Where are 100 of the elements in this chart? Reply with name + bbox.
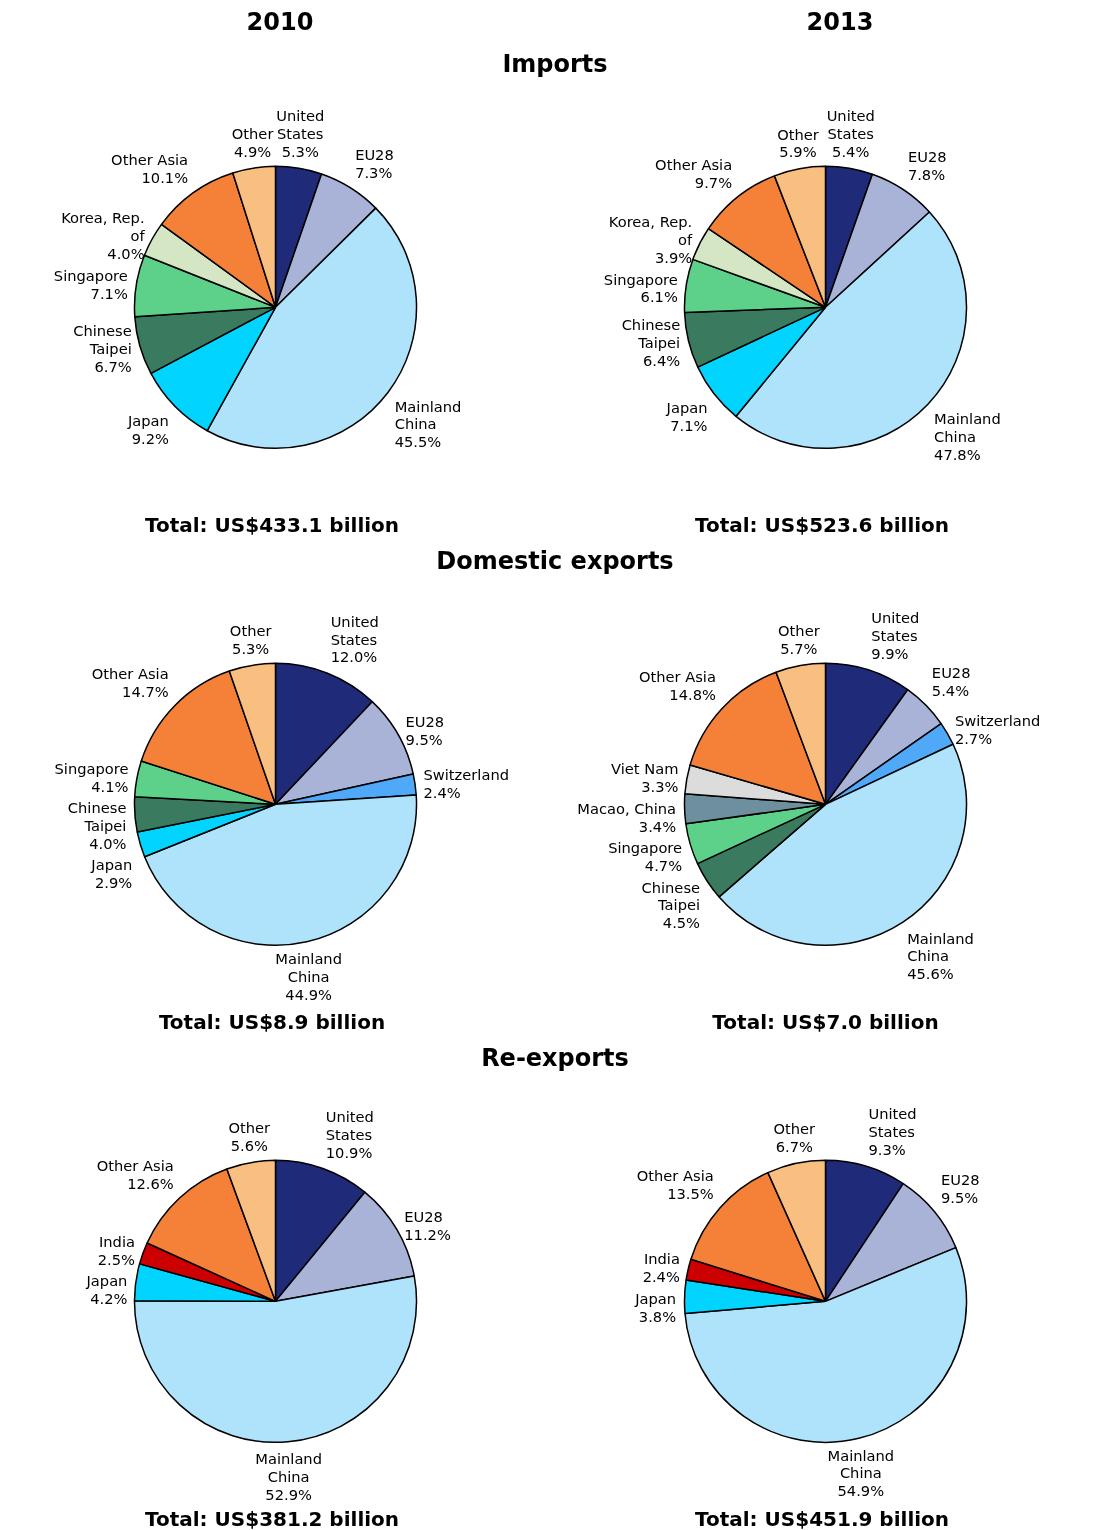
slice-label: India [98, 1232, 135, 1250]
data-label: 3.4% [638, 817, 677, 835]
data-label: 2.5% [97, 1250, 136, 1268]
slice-label: Other [778, 622, 821, 640]
slice-label: Singapore [608, 839, 683, 857]
slice-label: Chinese Taipei [67, 799, 127, 834]
data-label: 4.7% [644, 857, 683, 875]
slice-label: EU28 [405, 713, 445, 731]
slice-label: Mainland China [934, 410, 1001, 445]
chart-title: 2013 [806, 7, 874, 38]
slice-label: Other Asia [638, 667, 716, 685]
slice-label: EU28 [907, 147, 947, 165]
data-label: 6.1% [640, 288, 678, 306]
data-label: 9.9% [871, 645, 909, 663]
data-label: 4.9% [233, 142, 272, 160]
data-label: 14.8% [669, 685, 716, 703]
slice-label: United States [330, 612, 379, 648]
slice-label: Singapore [54, 759, 129, 777]
slice-label: Mainland China [275, 950, 342, 985]
data-label: 7.3% [355, 163, 393, 181]
data-label: 5.7% [780, 640, 818, 658]
slice-label: EU28 [931, 664, 971, 682]
slice-label: Macao, China [577, 799, 677, 817]
data-label: 9.2% [131, 429, 169, 447]
slice-label: Other [773, 1120, 817, 1138]
data-label: 4.0% [107, 244, 145, 262]
slice-label: Chinese Taipei [73, 321, 132, 357]
data-label: 5.9% [779, 143, 817, 161]
slice-label: Mainland China [394, 397, 462, 433]
data-label: 12.0% [330, 648, 378, 666]
text: Total: US$433.1 billion [144, 513, 400, 538]
slice-label: Other [229, 622, 273, 640]
data-label: 4.1% [91, 777, 129, 795]
data-label: 54.9% [837, 1482, 885, 1500]
data-label: 2.4% [642, 1268, 680, 1286]
chart-subtitle: Domestic exports [436, 546, 674, 577]
data-label: 45.6% [907, 965, 954, 983]
data-label: 47.8% [934, 445, 981, 463]
data-label: 5.3% [232, 639, 270, 657]
data-label: 5.4% [931, 682, 970, 700]
slice-label: Other Asia [111, 151, 189, 169]
data-label: 7.1% [670, 416, 708, 434]
data-label: 4.0% [89, 834, 127, 852]
data-label: 5.3% [281, 142, 319, 160]
data-label: 6.7% [775, 1138, 813, 1156]
data-label: 4.2% [90, 1290, 128, 1308]
slice-label: Mainland China [827, 1446, 895, 1482]
data-label: 3.9% [654, 249, 693, 267]
slice-label: Other Asia [91, 664, 169, 682]
data-label: 3.3% [641, 778, 679, 796]
data-label: 5.4% [832, 142, 870, 160]
slice-label: Other Asia [655, 155, 733, 173]
data-label: 44.9% [285, 985, 332, 1003]
data-label: 6.7% [94, 357, 132, 375]
slice-label: Japan [665, 399, 708, 417]
text: Total: US$451.9 billion [694, 1507, 950, 1530]
data-label: 5.6% [230, 1137, 268, 1155]
data-label: 9.5% [405, 730, 443, 748]
slice-label: Other [231, 124, 275, 142]
data-label: 2.9% [95, 874, 133, 892]
data-label: 4.5% [662, 914, 701, 932]
text: Imports [502, 49, 608, 80]
data-label: 3.8% [638, 1307, 677, 1325]
data-label: 9.5% [940, 1189, 979, 1207]
slice-label: Chinese Taipei [621, 316, 681, 351]
slice-label: Mainland China [907, 929, 974, 965]
slice-label: United States [276, 107, 325, 143]
text: Total: US$8.9 billion [158, 1010, 386, 1035]
text: Total: US$7.0 billion [712, 1010, 939, 1035]
slice-label: India [643, 1250, 680, 1268]
slice-label: Chinese Taipei [641, 878, 701, 914]
slice-label: Japan [127, 412, 169, 430]
text: Total: US$523.6 billion [694, 513, 950, 538]
slice-label: Korea, Rep. of [61, 208, 146, 244]
data-label: 11.2% [404, 1225, 451, 1243]
data-label: 7.1% [90, 284, 128, 302]
slice-label: United States [868, 1105, 917, 1141]
data-label: 7.8% [907, 165, 946, 183]
slice-label: Japan [634, 1289, 677, 1307]
data-label: 10.1% [141, 169, 189, 187]
slice-label: Singapore [603, 270, 678, 288]
data-label: 45.5% [394, 433, 442, 451]
slice-label: EU28 [404, 1207, 443, 1225]
slice-label: Japan [90, 856, 133, 874]
slice-label: United States [325, 1107, 374, 1143]
slice-label: EU28 [940, 1171, 980, 1189]
text: Total: US$381.2 billion [144, 1507, 400, 1530]
slice-label: Other [228, 1119, 272, 1137]
data-label: 6.4% [642, 351, 681, 369]
data-label: 14.7% [122, 682, 169, 700]
slice-label: Singapore [53, 266, 128, 284]
slice-label: EU28 [355, 145, 394, 163]
slice-label: Mainland China [255, 1450, 322, 1486]
slice-label: Korea, Rep. of [608, 213, 694, 249]
slice-label: Viet Nam [610, 760, 679, 778]
data-label: 12.6% [127, 1174, 174, 1192]
data-label: 2.4% [423, 783, 461, 801]
slice-label: Switzerland [954, 712, 1041, 730]
slice-label: Other Asia [636, 1167, 714, 1185]
data-label: 9.7% [694, 173, 733, 191]
